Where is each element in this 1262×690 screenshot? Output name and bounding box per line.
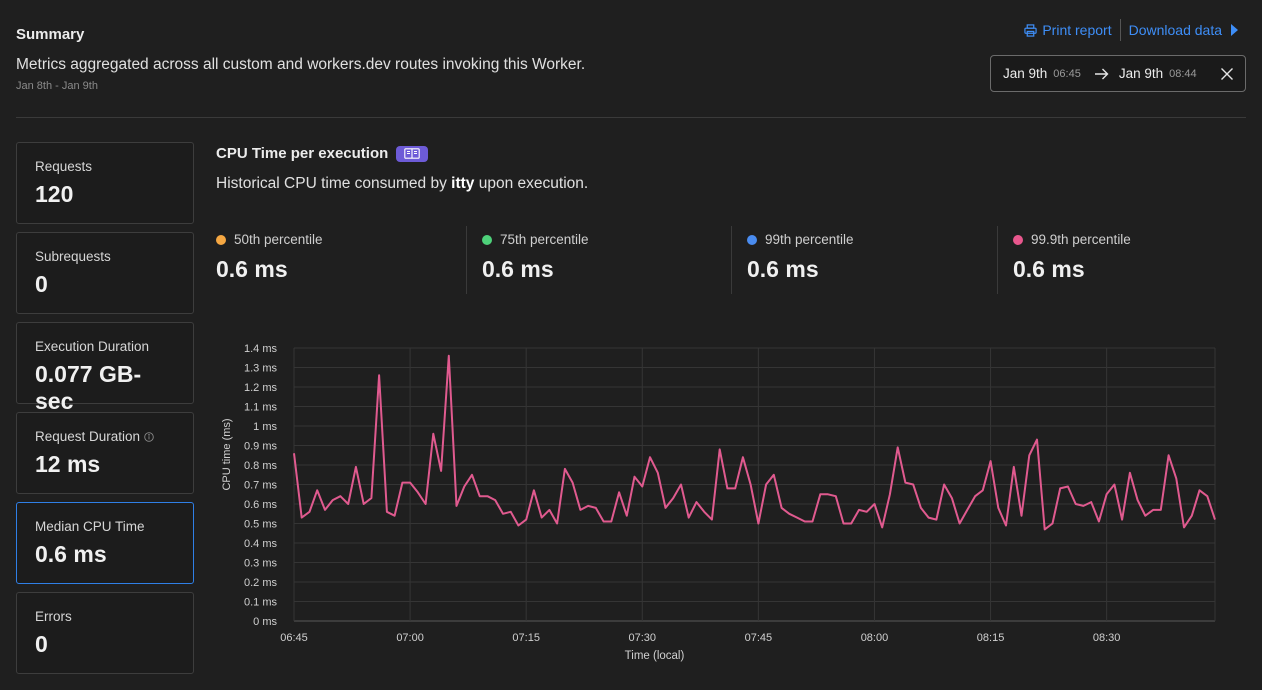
percentile-label-row: 75th percentile xyxy=(482,232,732,247)
chart-description: Historical CPU time consumed by itty upo… xyxy=(216,175,588,193)
percentile-value: 0.6 ms xyxy=(1013,256,1085,282)
y-tick-label: 1.1 ms xyxy=(244,402,278,414)
documentation-icon[interactable] xyxy=(396,145,429,162)
percentile-label-row: 99th percentile xyxy=(747,232,997,247)
percentile-label: 99th percentile xyxy=(765,232,854,247)
download-data-label: Download data xyxy=(1128,22,1222,38)
x-tick-label: 07:00 xyxy=(396,632,424,644)
stat-card-subrequests[interactable]: Subrequests 0 xyxy=(16,232,194,314)
percentile-label-row: 50th percentile xyxy=(216,232,482,247)
y-tick-label: 0.8 ms xyxy=(244,460,278,472)
print-report-label: Print report xyxy=(1042,22,1112,38)
end-time: 08:44 xyxy=(1169,67,1197,80)
chart-desc-prefix: Historical CPU time consumed by xyxy=(216,175,447,192)
x-tick-label: 07:30 xyxy=(629,632,657,644)
y-tick-label: 0.7 ms xyxy=(244,480,278,492)
stat-card-errors[interactable]: Errors 0 xyxy=(16,592,194,674)
percentile-label: 75th percentile xyxy=(500,232,589,247)
x-tick-label: 06:45 xyxy=(280,632,308,644)
x-tick-label: 07:15 xyxy=(512,632,540,644)
stat-card-requests[interactable]: Requests 120 xyxy=(16,142,194,224)
arrow-right-icon xyxy=(1094,68,1109,80)
y-tick-label: 0.4 ms xyxy=(244,538,278,550)
x-axis-label: Time (local) xyxy=(625,650,685,662)
download-data-link[interactable]: Download data xyxy=(1129,22,1238,38)
end-date: Jan 9th xyxy=(1118,66,1164,81)
percentile-label: 99.9th percentile xyxy=(1031,232,1131,247)
percentile-99-9: 99.9th percentile 0.6 ms xyxy=(997,226,1246,294)
stat-value: 0 xyxy=(35,271,48,297)
info-icon[interactable] xyxy=(144,431,154,442)
summary-title: Summary xyxy=(16,26,85,43)
worker-name: itty xyxy=(451,175,475,192)
close-icon[interactable] xyxy=(1221,67,1233,80)
stat-card-request-duration[interactable]: Request Duration 12 ms xyxy=(16,412,194,494)
start-time: 06:45 xyxy=(1053,67,1081,80)
legend-dot xyxy=(1013,234,1023,245)
legend-dot xyxy=(482,234,492,245)
stat-value: 120 xyxy=(35,181,74,207)
y-tick-label: 1.2 ms xyxy=(244,382,278,394)
percentile-label-row: 99.9th percentile xyxy=(1013,232,1246,247)
percentile-value: 0.6 ms xyxy=(482,256,554,282)
legend-dot xyxy=(747,234,757,245)
stat-value: 0 xyxy=(35,631,48,657)
percentile-label: 50th percentile xyxy=(234,232,323,247)
date-range-picker[interactable]: Jan 9th 06:45 Jan 9th 08:44 xyxy=(990,55,1246,92)
stat-label: Execution Duration xyxy=(35,339,150,354)
y-tick-label: 0 ms xyxy=(253,616,277,628)
y-tick-label: 1.3 ms xyxy=(244,363,278,375)
x-tick-label: 08:15 xyxy=(977,632,1005,644)
stat-label: Requests xyxy=(35,159,93,174)
start-date: Jan 9th xyxy=(1003,66,1048,81)
chart-desc-suffix: upon execution. xyxy=(478,175,589,192)
actions-separator xyxy=(1119,19,1121,41)
y-tick-label: 0.9 ms xyxy=(244,441,278,453)
report-actions: Print report Download data xyxy=(1024,18,1238,42)
header-divider xyxy=(16,117,1246,118)
stat-label-row: Request Duration xyxy=(35,429,175,444)
cpu-time-series-line xyxy=(293,354,1216,531)
stat-value: 12 ms xyxy=(35,451,101,477)
chart-title-row: CPU Time per execution xyxy=(216,145,429,162)
stat-value: 0.6 ms xyxy=(35,541,107,567)
y-tick-label: 0.2 ms xyxy=(244,577,278,589)
y-tick-label: 0.3 ms xyxy=(244,558,278,570)
y-tick-label: 1 ms xyxy=(253,421,277,433)
chart-title: CPU Time per execution xyxy=(216,145,389,162)
y-tick-label: 0.5 ms xyxy=(244,519,278,531)
x-tick-label: 07:45 xyxy=(745,632,773,644)
x-tick-label: 08:00 xyxy=(861,632,889,644)
stat-label: Median CPU Time xyxy=(35,519,145,534)
stat-value: 0.077 GB-sec xyxy=(35,361,142,414)
percentile-value: 0.6 ms xyxy=(747,256,819,282)
summary-date-range: Jan 8th - Jan 9th xyxy=(16,80,98,92)
printer-icon xyxy=(1024,23,1038,37)
y-axis-label: CPU time (ms) xyxy=(221,418,233,490)
percentile-99: 99th percentile 0.6 ms xyxy=(731,226,997,294)
y-tick-label: 0.1 ms xyxy=(244,597,278,609)
stat-label: Subrequests xyxy=(35,249,111,264)
y-tick-label: 1.4 ms xyxy=(244,343,278,355)
legend-dot xyxy=(216,234,226,245)
stat-card-execution-duration[interactable]: Execution Duration 0.077 GB-sec xyxy=(16,322,194,414)
x-tick-label: 08:30 xyxy=(1093,632,1121,644)
stat-label: Errors xyxy=(35,609,72,624)
stat-label: Request Duration xyxy=(35,429,141,444)
percentile-75: 75th percentile 0.6 ms xyxy=(466,226,732,294)
percentile-value: 0.6 ms xyxy=(216,256,288,282)
caret-right-icon xyxy=(1230,24,1238,36)
stat-card-median-cpu-time[interactable]: Median CPU Time 0.6 ms xyxy=(16,502,194,584)
summary-description: Metrics aggregated across all custom and… xyxy=(16,56,586,73)
print-report-link[interactable]: Print report xyxy=(1024,22,1112,38)
percentile-50: 50th percentile 0.6 ms xyxy=(216,226,482,294)
y-tick-label: 0.6 ms xyxy=(244,499,278,511)
